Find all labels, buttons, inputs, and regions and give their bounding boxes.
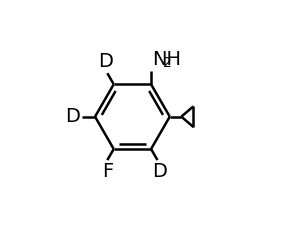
- Text: D: D: [152, 162, 167, 181]
- Text: NH: NH: [152, 50, 181, 69]
- Text: F: F: [102, 162, 113, 181]
- Text: 2: 2: [163, 56, 172, 70]
- Text: D: D: [65, 107, 80, 126]
- Text: D: D: [98, 52, 113, 71]
